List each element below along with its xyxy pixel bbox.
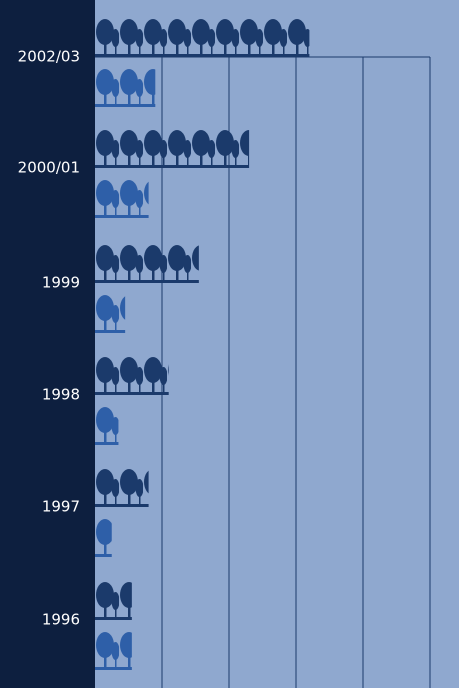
y-tick-label: 2002/03	[18, 48, 80, 66]
pictogram-bar	[95, 398, 118, 445]
pictogram-bar	[95, 573, 132, 620]
label-panel	[0, 0, 95, 688]
y-tick-label: 1999	[42, 274, 80, 292]
chart: 2002/03 2000/01 1999 1998 1997 1996	[0, 0, 459, 688]
pictogram-bar	[95, 171, 149, 218]
pictogram-bar	[95, 510, 112, 557]
pictogram-bar	[95, 10, 309, 57]
y-tick-label: 1997	[42, 498, 80, 516]
pictogram-bar	[95, 60, 155, 107]
pictogram-bar	[95, 348, 169, 395]
pictogram-bar	[95, 286, 125, 333]
y-tick-label: 1996	[42, 611, 80, 629]
y-tick-label: 2000/01	[18, 159, 80, 177]
pictogram-bar	[95, 236, 199, 283]
pictogram-bar	[95, 460, 149, 507]
pictogram-bar	[95, 121, 249, 168]
y-tick-label: 1998	[42, 386, 80, 404]
pictogram-bar	[95, 623, 132, 670]
